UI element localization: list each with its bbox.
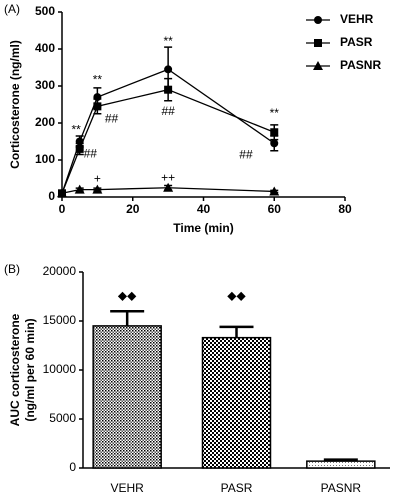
panel-label: (B) bbox=[4, 262, 20, 276]
marker bbox=[269, 186, 280, 196]
marker bbox=[164, 65, 173, 74]
annotation: ## bbox=[84, 147, 98, 161]
x-tick-label: 60 bbox=[268, 202, 282, 216]
annotation: ++ bbox=[161, 171, 175, 185]
error-bar bbox=[323, 458, 358, 462]
error-bar bbox=[110, 309, 145, 326]
y-tick-label: 500 bbox=[35, 4, 55, 18]
x-axis-label: Time (min) bbox=[173, 221, 233, 235]
y-tick-label: 300 bbox=[35, 78, 55, 92]
y-tick-label: 100 bbox=[35, 152, 55, 166]
annotation: ## bbox=[105, 111, 119, 125]
annotation: ◆◆ bbox=[227, 289, 246, 303]
marker bbox=[313, 61, 323, 70]
marker bbox=[92, 184, 103, 194]
bar bbox=[201, 336, 272, 469]
y-tick-label: 10000 bbox=[43, 362, 77, 376]
y-tick-label: 20000 bbox=[43, 264, 77, 278]
x-tick-label: 20 bbox=[126, 202, 140, 216]
marker bbox=[75, 144, 84, 153]
y-axis-label: Corticosterone (ng/ml) bbox=[8, 40, 22, 169]
error-bar bbox=[219, 325, 254, 338]
bar bbox=[306, 460, 376, 469]
x-tick-label: 0 bbox=[59, 202, 66, 216]
annotation: + bbox=[94, 171, 101, 185]
marker bbox=[57, 188, 67, 198]
annotation: ## bbox=[161, 104, 175, 118]
annotation: ** bbox=[71, 123, 81, 137]
x-tick-label: VEHR bbox=[110, 481, 144, 495]
marker bbox=[270, 139, 279, 148]
marker bbox=[314, 39, 322, 47]
x-tick-label: PASR bbox=[221, 481, 253, 495]
y-axis-label: AUC corticosterone bbox=[8, 313, 22, 426]
y-tick-label: 0 bbox=[69, 460, 76, 474]
marker bbox=[314, 16, 322, 24]
bar bbox=[92, 325, 162, 469]
annotation: ◆◆ bbox=[118, 289, 137, 303]
y-tick-label: 5000 bbox=[49, 411, 76, 425]
x-tick-label: 40 bbox=[197, 202, 211, 216]
marker bbox=[163, 182, 174, 192]
x-tick-label: 80 bbox=[338, 202, 352, 216]
y-tick-label: 400 bbox=[35, 41, 55, 55]
marker bbox=[93, 102, 102, 111]
legend-label: PASR bbox=[340, 35, 373, 49]
y-tick-label: 0 bbox=[48, 189, 55, 203]
marker bbox=[74, 184, 85, 194]
panel-label: (A) bbox=[4, 2, 20, 16]
y-tick-label: 15000 bbox=[43, 313, 77, 327]
marker bbox=[164, 85, 173, 94]
x-tick-label: PASNR bbox=[321, 481, 362, 495]
y-axis-label: (ng/ml per 60 min) bbox=[23, 318, 37, 421]
annotation: ** bbox=[93, 73, 103, 87]
legend-label: PASNR bbox=[340, 58, 381, 72]
marker bbox=[270, 128, 279, 137]
annotation: ## bbox=[239, 148, 253, 162]
annotation: ** bbox=[270, 106, 280, 120]
legend-label: VEHR bbox=[340, 12, 374, 26]
y-tick-label: 200 bbox=[35, 115, 55, 129]
annotation: ** bbox=[163, 34, 173, 48]
